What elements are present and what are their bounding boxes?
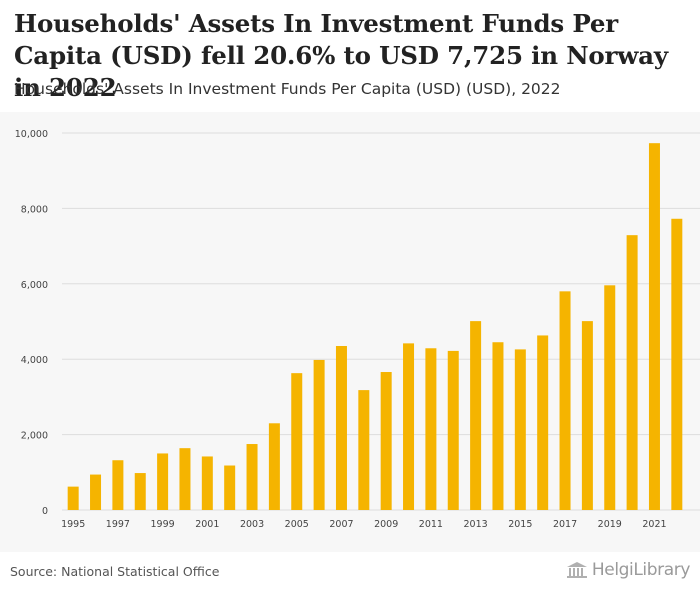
bar [671, 218, 683, 510]
x-tick-label: 2005 [285, 519, 309, 530]
bar [268, 423, 280, 510]
y-tick-label: 10,000 [15, 129, 48, 140]
x-tick-label: 2021 [642, 519, 666, 530]
bar-chart: 0 2,000 4,000 6,000 8,000 10,000 1995 1997 1999 2… [15, 129, 700, 530]
x-tick-label: 2011 [419, 519, 443, 530]
bar [358, 390, 370, 510]
x-tick-label: 1995 [61, 519, 85, 530]
y-tick-label: 0 [42, 506, 48, 517]
bar [67, 486, 79, 510]
bar [224, 465, 236, 510]
bar [291, 373, 303, 510]
x-tick-label: 2017 [553, 519, 577, 530]
bar [425, 348, 437, 510]
y-tick-label: 4,000 [21, 355, 48, 366]
library-building-icon [566, 562, 587, 578]
x-tick-label: 2013 [464, 519, 488, 530]
bar [246, 444, 258, 510]
brand-logo: HelgiLibrary [566, 560, 690, 580]
chart-panel: 0 2,000 4,000 6,000 8,000 10,000 1995 1997 1999 2… [0, 112, 700, 552]
x-tick-label: 1997 [106, 519, 130, 530]
bar [447, 350, 459, 510]
chart-subtitle: Households' Assets In Investment Funds P… [14, 80, 561, 98]
bar [380, 372, 392, 510]
bar [626, 235, 638, 510]
chart-title: Households' Assets In Investment Funds P… [14, 9, 668, 102]
bar [112, 460, 124, 510]
y-tick-label: 6,000 [21, 280, 48, 291]
bar [604, 285, 616, 510]
source-note: Source: National Statistical Office [10, 564, 220, 579]
bar [157, 453, 169, 510]
bar [179, 448, 191, 510]
bar [648, 143, 660, 510]
bar [201, 456, 213, 510]
y-tick-label: 8,000 [21, 204, 48, 215]
x-tick-label: 2015 [508, 519, 532, 530]
x-tick-label: 2019 [598, 519, 622, 530]
x-tick-label: 2003 [240, 519, 264, 530]
y-tick-label: 2,000 [21, 431, 48, 442]
bar [514, 349, 526, 510]
bar [581, 321, 593, 510]
bar [134, 473, 146, 510]
x-tick-label: 2009 [374, 519, 398, 530]
bar [90, 474, 102, 510]
x-tick-label: 1999 [151, 519, 175, 530]
brand-name: HelgiLibrary [591, 560, 691, 580]
bar [470, 321, 482, 510]
bar [559, 291, 571, 510]
bar [492, 342, 504, 510]
x-tick-label: 2001 [195, 519, 219, 530]
x-tick-label: 2007 [329, 519, 353, 530]
bar [537, 335, 549, 510]
bar [313, 359, 325, 510]
bar [335, 346, 347, 510]
bar [403, 343, 415, 510]
